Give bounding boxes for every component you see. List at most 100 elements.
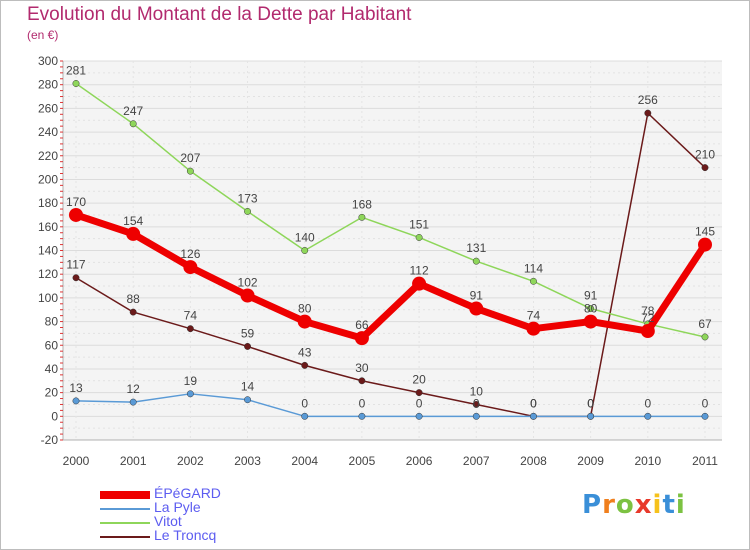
data-label-la-pyle: 12 [127,382,141,396]
data-label-la-pyle: 0 [644,396,651,410]
data-point-la-pyle [244,396,251,404]
legend-swatch [100,508,150,510]
y-tick-label: 240 [38,125,58,139]
data-point-la-pyle [415,412,423,420]
data-point-la-pyle [129,398,137,406]
x-tick-label: 2002 [177,454,204,468]
data-point--p-gard [240,288,255,303]
data-point-vitot [358,213,366,221]
data-point-la-pyle [701,412,709,420]
data-point-vitot [301,247,309,254]
data-label--p-gard: 66 [355,318,369,332]
legend-label: Vitot [154,513,182,529]
logo-letter: t [662,490,676,520]
legend-swatch [100,491,150,499]
data-label-le-troncq: 256 [638,93,658,107]
data-label-la-pyle: 14 [241,380,255,394]
data-label-le-troncq: 30 [355,361,369,375]
y-tick-label: 140 [38,244,58,258]
data-point-le-troncq [301,361,309,369]
data-label-vitot: 151 [409,217,429,231]
data-point-vitot [72,80,80,87]
data-label--p-gard: 112 [410,264,429,278]
data-label--p-gard: 74 [527,309,541,323]
data-label-le-troncq: 88 [127,292,141,306]
data-label--p-gard: 80 [298,302,312,316]
data-label-la-pyle: 19 [184,374,198,388]
data-label-vitot: 140 [295,231,315,245]
series-line-le-troncq [75,112,706,418]
data-label-le-troncq: 0 [587,396,594,410]
data-point-vitot [129,120,137,128]
data-label-le-troncq: 10 [470,384,484,398]
data-label-la-pyle: 0 [530,396,537,410]
data-point-vitot [415,234,423,241]
data-label-vitot: 67 [698,317,712,331]
data-label-la-pyle: 13 [69,381,83,395]
y-tick-label: 220 [38,149,58,163]
data-label--p-gard: 126 [180,247,200,261]
data-point--p-gard [698,237,712,252]
data-label-vitot: 207 [180,151,200,165]
data-point-le-troncq [644,109,652,117]
y-tick-label: 260 [38,101,58,115]
legend-swatch [100,522,150,524]
y-tick-label: 0 [51,409,58,423]
data-label--p-gard: 80 [584,302,598,316]
data-label--p-gard: 91 [470,289,484,303]
data-point--p-gard [469,301,484,316]
data-point--p-gard [297,314,312,329]
data-point-vitot [587,305,595,312]
data-point--p-gard [69,207,83,222]
data-point-la-pyle [301,412,309,420]
data-label--p-gard: 72 [641,311,655,325]
data-point-vitot [244,207,251,215]
x-tick-label: 2003 [234,454,261,468]
data-point-la-pyle [472,412,480,420]
data-point-la-pyle [186,390,194,398]
data-label-la-pyle: 0 [301,396,308,410]
data-point-la-pyle [72,397,80,405]
data-label-le-troncq: 0 [530,396,537,410]
data-label-vitot: 173 [238,191,258,205]
data-label-vitot: 91 [584,289,598,303]
logo-letter: r [602,490,616,520]
x-tick-label: 2000 [63,454,90,468]
data-label-le-troncq: 117 [66,258,85,272]
data-point--p-gard [126,226,141,241]
data-label-le-troncq: 43 [298,345,312,359]
data-point-la-pyle [644,412,652,420]
data-point-vitot [701,333,709,341]
data-label-la-pyle: 0 [702,396,709,410]
data-label-la-pyle: 0 [473,396,480,410]
x-tick-label: 2008 [520,454,547,468]
logo-letter: o [615,490,635,520]
x-tick-label: 2006 [406,454,433,468]
data-point--p-gard [412,276,427,291]
legend-label: Le Troncq [154,527,217,543]
series-line-la-pyle [75,393,705,418]
data-label-le-troncq: 59 [241,326,255,340]
data-label-la-pyle: 0 [587,396,594,410]
data-label-le-troncq: 74 [184,309,198,323]
data-point-le-troncq [701,164,709,172]
legend-swatch [100,536,150,538]
y-tick-label: 100 [38,291,58,305]
y-tick-label: 40 [45,362,59,376]
y-tick-label: 280 [38,78,58,92]
x-tick-label: 2009 [577,454,604,468]
data-label-vitot: 168 [352,197,372,211]
x-tick-label: 2011 [692,454,718,468]
data-label--p-gard: 170 [66,195,86,209]
data-label--p-gard: 154 [123,214,143,228]
y-tick-label: 300 [38,54,58,68]
chart-unit-label: (en €) [27,28,59,42]
data-point-la-pyle [358,412,366,420]
data-point-le-troncq [472,401,480,408]
data-point-le-troncq [72,274,80,282]
data-point-la-pyle [587,412,595,420]
data-label--p-gard: 102 [238,276,258,290]
x-tick-label: 2005 [349,454,376,468]
chart-title: Evolution du Montant de la Dette par Hab… [27,4,412,25]
